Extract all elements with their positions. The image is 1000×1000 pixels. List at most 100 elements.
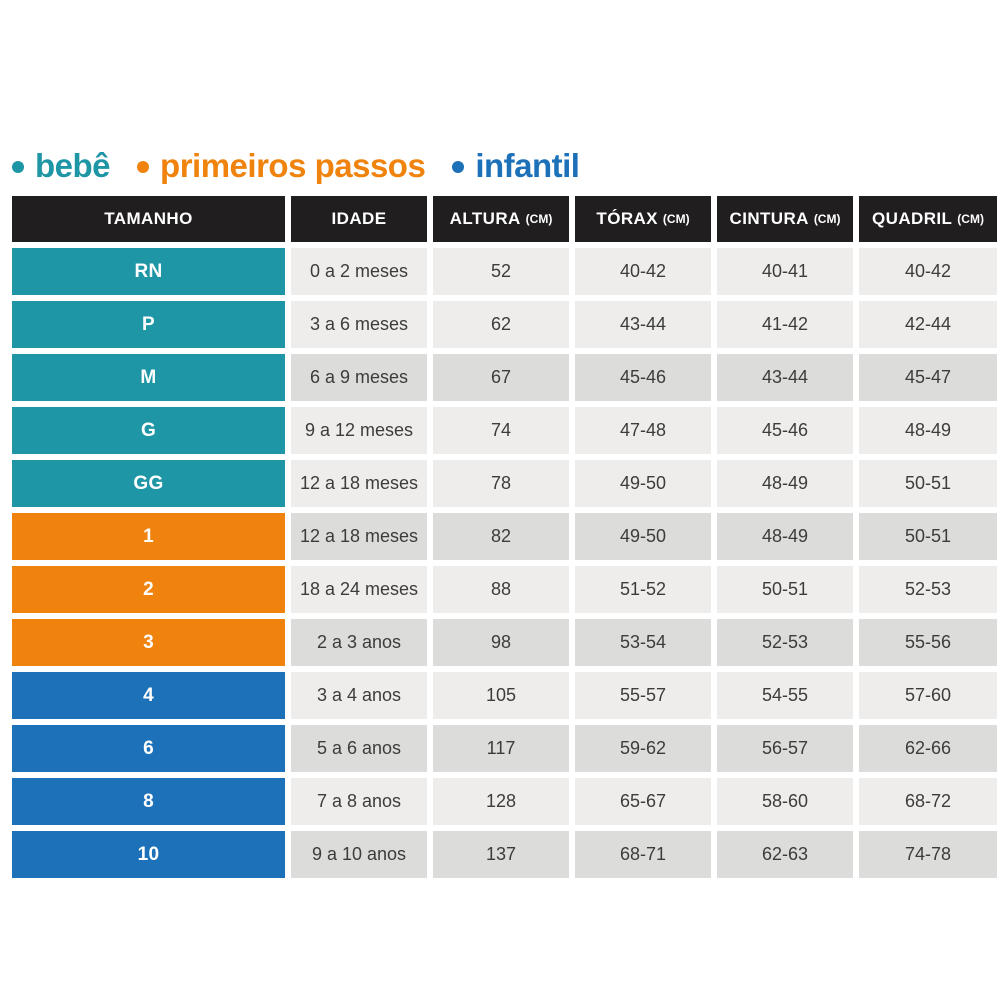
column-header-unit: (CM)	[525, 212, 553, 226]
quadril-cell: 40-42	[859, 248, 997, 295]
cintura-cell: 41-42	[717, 301, 853, 348]
column-header-label: IDADE	[331, 209, 387, 228]
quadril-cell: 42-44	[859, 301, 997, 348]
torax-cell: 68-71	[575, 831, 711, 878]
column-header-unit: (CM)	[957, 212, 984, 226]
altura-cell: 62	[433, 301, 569, 348]
torax-cell: 40-42	[575, 248, 711, 295]
torax-cell: 49-50	[575, 460, 711, 507]
quadril-cell: 50-51	[859, 460, 997, 507]
quadril-cell: 48-49	[859, 407, 997, 454]
altura-cell: 88	[433, 566, 569, 613]
size-cell-3: 3	[12, 619, 285, 666]
altura-cell: 67	[433, 354, 569, 401]
column-header-tamanho: TAMANHO	[12, 196, 285, 242]
quadril-cell: 52-53	[859, 566, 997, 613]
column-header-cintura: CINTURA (CM)	[717, 196, 853, 242]
size-cell-m: M	[12, 354, 285, 401]
size-cell-g: G	[12, 407, 285, 454]
column-header-label: TÓRAX	[596, 209, 658, 228]
column-header-idade: IDADE	[291, 196, 427, 242]
quadril-cell: 68-72	[859, 778, 997, 825]
legend-bullet-icon	[12, 161, 24, 173]
cintura-cell: 52-53	[717, 619, 853, 666]
altura-cell: 105	[433, 672, 569, 719]
torax-cell: 55-57	[575, 672, 711, 719]
column-header-unit: (CM)	[662, 212, 690, 226]
idade-cell: 3 a 4 anos	[291, 672, 427, 719]
altura-cell: 78	[433, 460, 569, 507]
cintura-cell: 56-57	[717, 725, 853, 772]
cintura-cell: 48-49	[717, 513, 853, 560]
altura-cell: 98	[433, 619, 569, 666]
category-legend: bebê primeiros passos infantil	[12, 144, 995, 188]
size-chart-content: bebê primeiros passos infantil TAMANHO IDAD…	[12, 144, 997, 878]
cintura-cell: 62-63	[717, 831, 853, 878]
legend-bullet-icon	[137, 161, 150, 173]
cintura-cell: 43-44	[717, 354, 853, 401]
quadril-cell: 74-78	[859, 831, 997, 878]
quadril-cell: 50-51	[859, 513, 997, 560]
legend-item-bebe: bebê	[12, 147, 111, 185]
altura-cell: 82	[433, 513, 569, 560]
column-header-altura: ALTURA (CM)	[433, 196, 569, 242]
size-cell-4: 4	[12, 672, 285, 719]
quadril-cell: 55-56	[859, 619, 997, 666]
cintura-cell: 54-55	[717, 672, 853, 719]
idade-cell: 7 a 8 anos	[291, 778, 427, 825]
quadril-cell: 62-66	[859, 725, 997, 772]
legend-item-infantil: infantil	[452, 147, 580, 185]
size-cell-6: 6	[12, 725, 285, 772]
legend-label: infantil	[475, 147, 580, 184]
altura-cell: 137	[433, 831, 569, 878]
quadril-cell: 45-47	[859, 354, 997, 401]
legend-label: primeiros passos	[160, 147, 426, 184]
idade-cell: 12 a 18 meses	[291, 460, 427, 507]
idade-cell: 9 a 12 meses	[291, 407, 427, 454]
idade-cell: 2 a 3 anos	[291, 619, 427, 666]
torax-cell: 53-54	[575, 619, 711, 666]
cintura-cell: 40-41	[717, 248, 853, 295]
cintura-cell: 45-46	[717, 407, 853, 454]
idade-cell: 12 a 18 meses	[291, 513, 427, 560]
cintura-cell: 48-49	[717, 460, 853, 507]
legend-label: bebê	[35, 147, 111, 184]
torax-cell: 51-52	[575, 566, 711, 613]
torax-cell: 49-50	[575, 513, 711, 560]
size-cell-10: 10	[12, 831, 285, 878]
column-header-label: QUADRIL	[872, 209, 953, 228]
size-cell-2: 2	[12, 566, 285, 613]
torax-cell: 43-44	[575, 301, 711, 348]
altura-cell: 117	[433, 725, 569, 772]
cintura-cell: 50-51	[717, 566, 853, 613]
quadril-cell: 57-60	[859, 672, 997, 719]
torax-cell: 65-67	[575, 778, 711, 825]
size-table: TAMANHO IDADE ALTURA (CM) TÓRAX (CM) CINTURA (C…	[12, 196, 997, 878]
column-header-torax: TÓRAX (CM)	[575, 196, 711, 242]
column-header-label: TAMANHO	[104, 209, 193, 228]
size-cell-8: 8	[12, 778, 285, 825]
legend-item-primeiros-passos: primeiros passos	[137, 147, 426, 185]
torax-cell: 59-62	[575, 725, 711, 772]
idade-cell: 5 a 6 anos	[291, 725, 427, 772]
size-cell-rn: RN	[12, 248, 285, 295]
column-header-label: ALTURA	[449, 209, 521, 228]
cintura-cell: 58-60	[717, 778, 853, 825]
idade-cell: 18 a 24 meses	[291, 566, 427, 613]
idade-cell: 9 a 10 anos	[291, 831, 427, 878]
size-cell-1: 1	[12, 513, 285, 560]
torax-cell: 45-46	[575, 354, 711, 401]
column-header-unit: (CM)	[813, 212, 841, 226]
altura-cell: 74	[433, 407, 569, 454]
altura-cell: 52	[433, 248, 569, 295]
torax-cell: 47-48	[575, 407, 711, 454]
idade-cell: 3 a 6 meses	[291, 301, 427, 348]
size-cell-p: P	[12, 301, 285, 348]
size-cell-gg: GG	[12, 460, 285, 507]
idade-cell: 0 a 2 meses	[291, 248, 427, 295]
column-header-quadril: QUADRIL (CM)	[859, 196, 997, 242]
legend-bullet-icon	[452, 161, 465, 173]
column-header-label: CINTURA	[729, 209, 809, 228]
altura-cell: 128	[433, 778, 569, 825]
